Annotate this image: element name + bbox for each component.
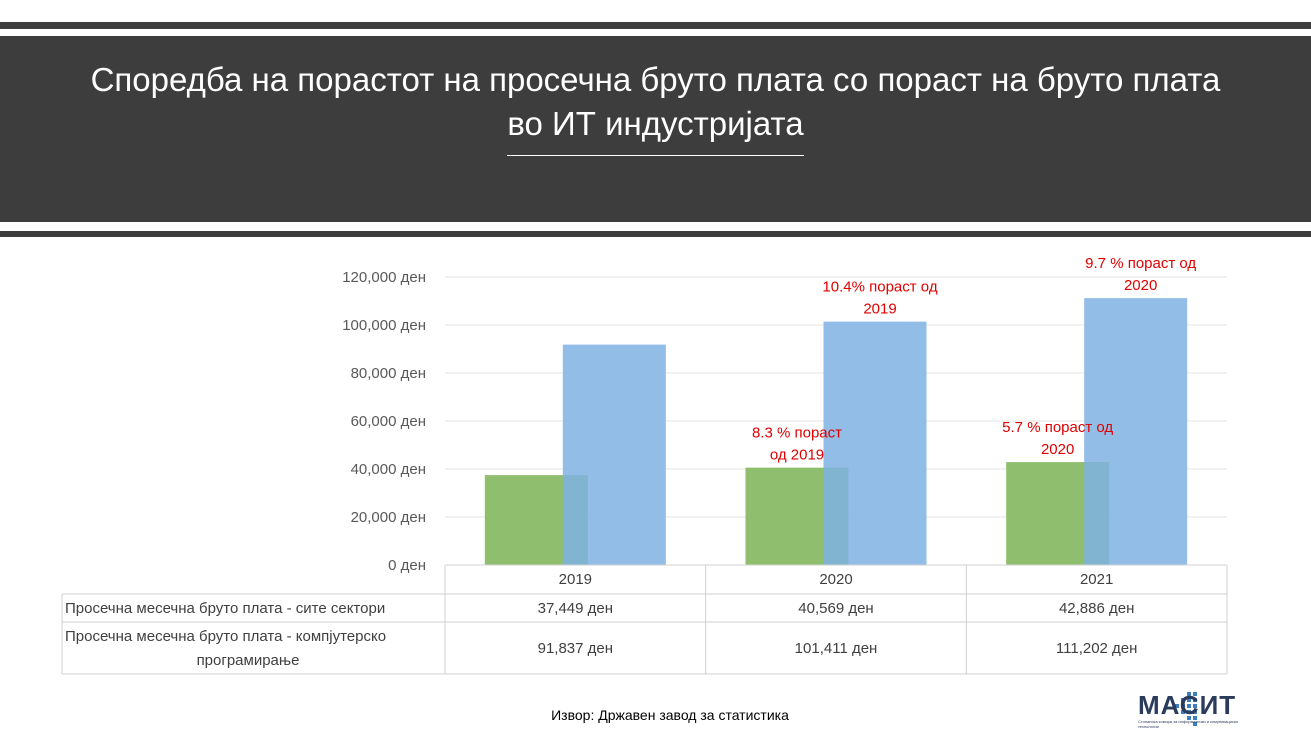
header-banner: [0, 36, 1311, 222]
growth-annotation: 2019: [863, 301, 896, 318]
y-tick-label: 60,000 ден: [351, 413, 426, 430]
table-cell-value: 101,411 ден: [795, 640, 878, 657]
table-cell-value: 111,202 ден: [1056, 640, 1138, 657]
header-bottom-stripe: [0, 231, 1311, 237]
logo-text: МАСИТ: [1138, 690, 1237, 720]
y-axis-ticks: 0 ден 20,000 ден 40,000 ден 60,000 ден 80,00…: [342, 269, 426, 574]
source-note: Извор: Државен завод за статистика: [551, 707, 789, 723]
page-title: Споредба на порастот на просечна бруто п…: [90, 61, 1221, 142]
table-cell-value: 40,569 ден: [798, 600, 873, 617]
table-cell-value: 91,837 ден: [538, 640, 613, 657]
bar-2020-s1: [823, 321, 927, 565]
y-tick-label: 40,000 ден: [351, 461, 426, 478]
y-tick-label: 120,000 ден: [342, 269, 426, 286]
table-cell-value: 42,886 ден: [1059, 600, 1134, 617]
annotations: 8.3 % пораст од 2019 10.4% пораст од 2019 5.…: [752, 255, 1196, 464]
table-row-label: програмирање: [197, 652, 300, 669]
bar-2021-s1: [1084, 298, 1188, 565]
title-underline: [507, 155, 804, 156]
bar-2019-s1: [562, 344, 666, 565]
category-label: 2020: [819, 571, 852, 588]
y-tick-label: 20,000 ден: [351, 509, 426, 526]
table-cell-value: 37,449 ден: [538, 600, 613, 617]
data-table: 2019 2020 2021 Просечна месечна бруто плата…: [61, 564, 1228, 675]
category-label: 2019: [559, 571, 592, 588]
y-tick-label: 0 ден: [388, 557, 426, 574]
growth-annotation: од 2019: [770, 447, 824, 464]
masit-logo-icon: [1175, 692, 1197, 726]
table-row-label: Просечна месечна бруто плата - сите сект…: [65, 600, 385, 617]
growth-annotation: 10.4% пораст од: [822, 279, 937, 296]
y-tick-label: 100,000 ден: [342, 317, 426, 334]
header-top-stripe: [0, 22, 1311, 29]
growth-annotation: 8.3 % пораст: [752, 425, 842, 442]
category-label: 2021: [1080, 571, 1113, 588]
growth-annotation: 9.7 % пораст од: [1085, 255, 1196, 272]
logo-subtext: Стопанска комора за информатички и комун…: [1138, 719, 1238, 729]
growth-annotation: 5.7 % пораст од: [1002, 419, 1113, 436]
table-row-label: Просечна месечна бруто плата - компјутер…: [65, 628, 386, 645]
growth-annotation: 2020: [1041, 441, 1074, 458]
bars: [484, 298, 1188, 565]
y-tick-label: 80,000 ден: [351, 365, 426, 382]
growth-annotation: 2020: [1124, 277, 1157, 294]
